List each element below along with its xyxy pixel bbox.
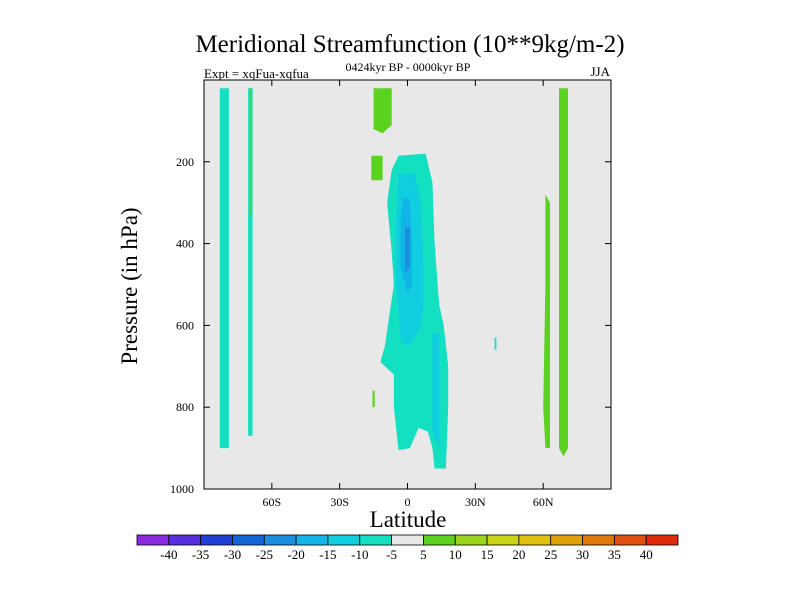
colorbar-label: 10 bbox=[449, 547, 462, 562]
colorbar-label: 40 bbox=[640, 547, 653, 562]
colorbar-label: -15 bbox=[319, 547, 336, 562]
colorbar-label: -35 bbox=[192, 547, 209, 562]
contour-sh-highlat-plus5 bbox=[250, 88, 252, 215]
contour-upper-plus5-small bbox=[371, 155, 383, 181]
colorbar-swatch bbox=[486, 534, 520, 546]
colorbar-swatch bbox=[518, 534, 552, 546]
y-axis-label: Pressure (in hPa) bbox=[117, 207, 142, 364]
plot-area: 60S 30S 0 30N 60N 200 400 600 800 1000 bbox=[170, 79, 612, 509]
colorbar-swatch bbox=[582, 534, 615, 546]
x-tick-label: 60N bbox=[533, 495, 554, 509]
x-axis-label: Latitude bbox=[370, 507, 447, 532]
colorbar-swatch bbox=[327, 534, 361, 546]
colorbar-label: -20 bbox=[287, 547, 304, 562]
chart-subtitle: 0424kyr BP - 0000kyr BP bbox=[346, 60, 471, 74]
x-tick-label: 30S bbox=[330, 495, 349, 509]
colorbar-swatch bbox=[263, 534, 297, 546]
contour-nh-plus5-left bbox=[543, 194, 550, 449]
experiment-label: Expt = xqFua-xqfua bbox=[204, 66, 309, 81]
colorbar-swatch bbox=[295, 534, 329, 546]
y-axis-ticks: 200 400 600 800 1000 bbox=[170, 155, 611, 496]
colorbar-swatch bbox=[423, 534, 456, 546]
contour-sh-highlat-minus5-b bbox=[248, 88, 253, 436]
colorbar-label: 25 bbox=[544, 547, 557, 562]
x-tick-label: 30N bbox=[465, 495, 486, 509]
contour-regions bbox=[219, 88, 568, 469]
chart-title: Meridional Streamfunction (10**9kg/m-2) bbox=[195, 31, 624, 58]
contour-top-plus5 bbox=[373, 88, 392, 134]
colorbar-swatch bbox=[136, 534, 170, 546]
colorbar-label: -10 bbox=[351, 547, 368, 562]
contour-mid-minus5-dot bbox=[494, 337, 497, 350]
colorbar-swatch bbox=[232, 534, 265, 546]
colorbar-label: -30 bbox=[224, 547, 241, 562]
colorbar-label: 15 bbox=[481, 547, 494, 562]
colorbar-label: -40 bbox=[160, 547, 177, 562]
y-tick-label: 1000 bbox=[170, 482, 194, 496]
x-tick-label: 60S bbox=[262, 495, 281, 509]
colorbar-swatch bbox=[359, 534, 392, 546]
x-axis-ticks: 60S 30S 0 30N 60N bbox=[262, 80, 554, 509]
y-tick-label: 400 bbox=[176, 237, 194, 251]
contour-lower-minus5-right bbox=[432, 333, 440, 449]
colorbar-swatch bbox=[613, 534, 647, 546]
contour-sh-highlat-minus5 bbox=[219, 88, 229, 449]
colorbar-swatch bbox=[454, 534, 488, 546]
colorbar-swatch bbox=[168, 534, 202, 546]
season-label: JJA bbox=[590, 64, 610, 79]
y-tick-label: 200 bbox=[176, 155, 194, 169]
colorbar-swatch bbox=[550, 534, 583, 546]
colorbar-swatch bbox=[645, 534, 679, 546]
colorbar-swatch bbox=[200, 534, 233, 546]
contour-main-minus20 bbox=[405, 227, 410, 273]
colorbar-label: -25 bbox=[256, 547, 273, 562]
contour-nh-plus5-right bbox=[559, 88, 568, 457]
contour-lower-plus5-dot bbox=[372, 390, 375, 408]
colorbar: -40 -35 -30 -25 -20 -15 -10 -5 5 10 15 20 25 30 35 40 bbox=[136, 534, 679, 562]
colorbar-label: -5 bbox=[386, 547, 397, 562]
y-tick-label: 800 bbox=[176, 400, 194, 414]
x-tick-label: 0 bbox=[405, 495, 411, 509]
y-tick-label: 600 bbox=[176, 318, 194, 332]
colorbar-swatch bbox=[391, 534, 424, 546]
colorbar-label: 20 bbox=[512, 547, 525, 562]
colorbar-label: 30 bbox=[576, 547, 589, 562]
colorbar-label: 35 bbox=[608, 547, 621, 562]
colorbar-label: 5 bbox=[420, 547, 427, 562]
